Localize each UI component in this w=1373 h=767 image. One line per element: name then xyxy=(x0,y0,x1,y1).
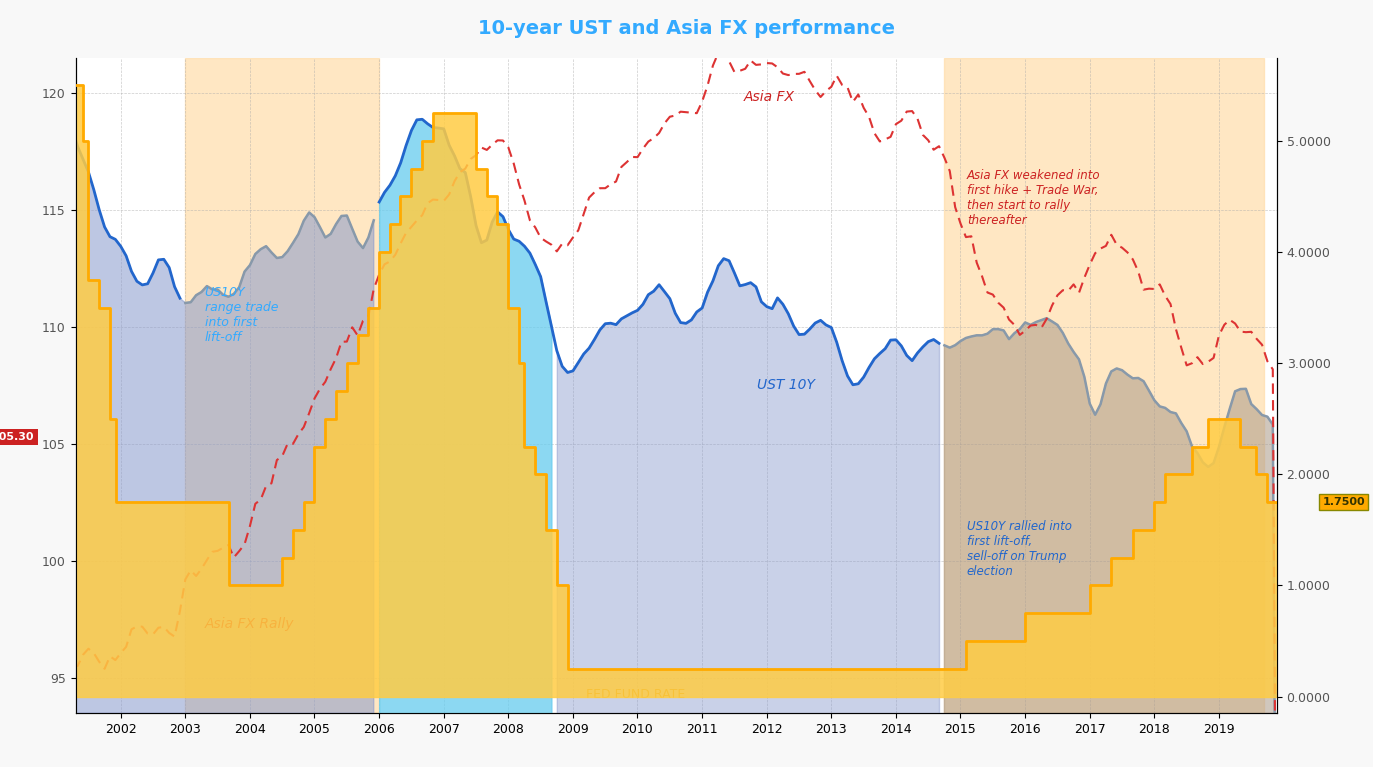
Text: Asia FX Rally: Asia FX Rally xyxy=(205,617,294,631)
Text: 10-year UST and Asia FX performance: 10-year UST and Asia FX performance xyxy=(478,19,895,38)
Bar xyxy=(185,58,379,713)
Text: Asia FX weakened into
first hike + Trade War,
then start to rally
thereafter: Asia FX weakened into first hike + Trade… xyxy=(967,169,1101,227)
Text: UST 10Y: UST 10Y xyxy=(757,378,816,393)
Text: US10Y
range trade
into first
lift-off: US10Y range trade into first lift-off xyxy=(205,286,279,344)
Bar xyxy=(945,58,1265,713)
Text: FED FUND RATE: FED FUND RATE xyxy=(586,688,685,701)
Text: 105.30: 105.30 xyxy=(0,432,34,442)
Text: US10Y rallied into
first lift-off,
sell-off on Trump
election: US10Y rallied into first lift-off, sell-… xyxy=(967,520,1072,578)
Text: Asia FX: Asia FX xyxy=(744,91,795,104)
Text: 1.7500: 1.7500 xyxy=(1322,497,1365,507)
